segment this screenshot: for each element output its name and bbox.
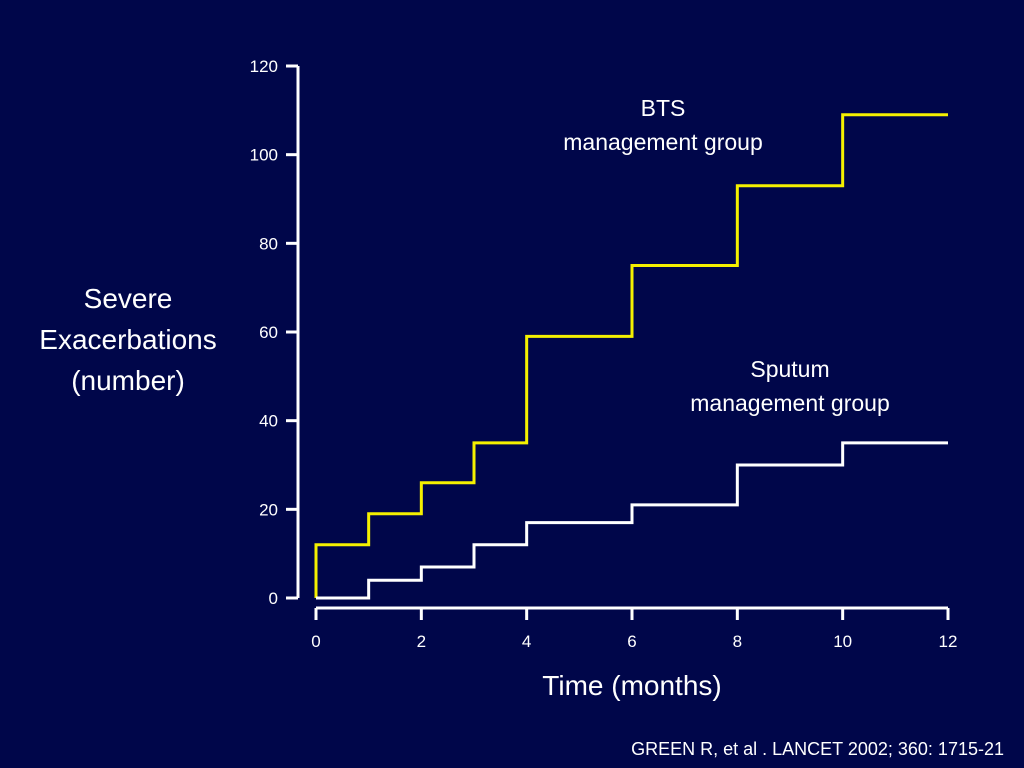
y-tick-label: 80 bbox=[259, 234, 278, 253]
citation: GREEN R, et al . LANCET 2002; 360: 1715-… bbox=[631, 739, 1004, 759]
x-tick-label: 2 bbox=[417, 632, 426, 651]
series-label-1: Sputum management group bbox=[690, 356, 889, 416]
series-label-line: management group bbox=[690, 390, 889, 416]
y-tick-label: 120 bbox=[250, 57, 278, 76]
y-tick-label: 40 bbox=[259, 412, 278, 431]
y-axis-title-line: Severe bbox=[84, 283, 173, 314]
y-axis-title-line: (number) bbox=[71, 365, 185, 396]
x-tick-label: 6 bbox=[627, 632, 636, 651]
series-line-0 bbox=[314, 113, 948, 598]
y-tick-label: 0 bbox=[269, 589, 278, 608]
y-axis-title-line: Exacerbations bbox=[39, 324, 216, 355]
x-tick-label: 0 bbox=[311, 632, 320, 651]
y-axis-title: Severe Exacerbations (number) bbox=[39, 283, 216, 396]
series-label-line: BTS bbox=[641, 95, 686, 121]
x-tick-label: 8 bbox=[733, 632, 742, 651]
y-tick-label: 60 bbox=[259, 323, 278, 342]
series-label-0: BTS management group bbox=[563, 95, 762, 155]
y-tick-label: 20 bbox=[259, 500, 278, 519]
series-label-line: Sputum bbox=[750, 356, 829, 382]
x-tick-label: 10 bbox=[833, 632, 852, 651]
series-line-1 bbox=[316, 441, 948, 600]
y-tick-label: 100 bbox=[250, 146, 278, 165]
x-tick-label: 4 bbox=[522, 632, 531, 651]
x-tick-label: 12 bbox=[939, 632, 958, 651]
x-axis-title: Time (months) bbox=[542, 670, 721, 701]
series-label-line: management group bbox=[563, 129, 762, 155]
